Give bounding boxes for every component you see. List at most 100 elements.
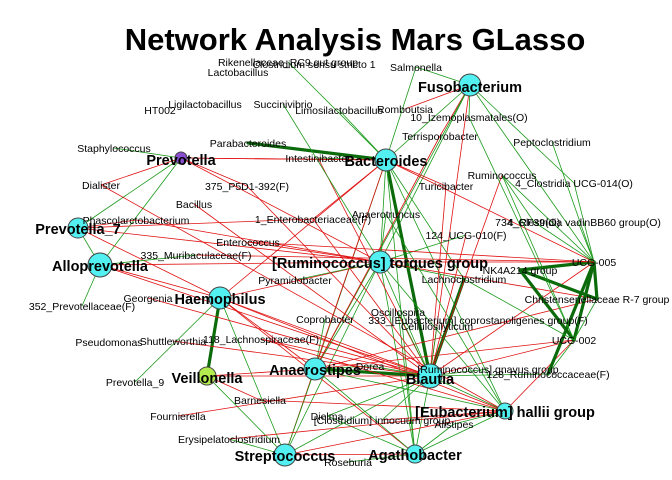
- edge-prevotella-p5d1: [180, 157, 248, 187]
- edge-euba-ucg002: [504, 339, 575, 412]
- edge-agat-dielma: [326, 415, 416, 455]
- node-anae: [303, 357, 327, 381]
- edge-ucg005-nk4a214: [518, 260, 596, 272]
- taxon-label-alistipes: Alistipes: [434, 419, 473, 431]
- edge-prevotella-dialister: [100, 157, 182, 186]
- edge-anae-strep: [284, 368, 316, 456]
- node-label-prevotella: Prevotella: [146, 153, 216, 169]
- taxon-label-ucg014: 4_Clostridia UCG-014(O): [515, 178, 633, 190]
- edge-ucg002-christen: [573, 298, 598, 341]
- edge-prevotella-prev7: [77, 157, 182, 229]
- edge-bact-parabact: [246, 141, 388, 162]
- edge-rumi-ucg010: [379, 234, 467, 263]
- node-label-prev7: Prevotella_7: [35, 222, 120, 238]
- taxon-label-rumino: Ruminococcus: [468, 170, 537, 182]
- node-bact: [374, 148, 398, 172]
- edge-euba-alistipes: [453, 410, 506, 425]
- taxon-label-georgenia: Georgenia: [123, 293, 172, 305]
- edge-prevotella-rumi: [180, 157, 381, 263]
- node-rumi: [368, 250, 392, 274]
- edge-rumino-ucg002: [501, 174, 575, 341]
- taxon-label-salmonella: Salmonella: [390, 62, 442, 74]
- node-label-strep: Streptococcus: [235, 449, 336, 465]
- taxon-label-rikenellaceae: Rikenellaceae_RC9 gut group: [218, 57, 358, 69]
- taxon-label-p5d1: 375_P5D1-392(F): [205, 181, 289, 193]
- taxon-label-succinivibrio: Succinivibrio: [254, 99, 313, 111]
- edge-blau-ucg002: [429, 339, 575, 377]
- edge-prev7-haem: [77, 227, 221, 299]
- edge-lachnosp-blau: [260, 338, 431, 377]
- edge-ucg005-ucg002: [572, 260, 596, 342]
- edge-allo-rumi: [99, 261, 381, 266]
- node-label-anae: Anaerostipes: [269, 363, 361, 379]
- taxon-label-eub_copro: 333_[Eubacterium] coprostanoligenes grou…: [368, 315, 587, 327]
- taxon-label-lachnosp: 118_Lachnospiraceae(F): [203, 334, 319, 346]
- taxon-label-limosilacto: Limosilactobacillus: [295, 105, 383, 117]
- edge-strep-agat: [284, 453, 416, 456]
- taxon-label-erysipel: Erysipelatoclostridium: [178, 434, 280, 446]
- edge-fuso-ucg005: [469, 84, 595, 263]
- node-label-veil: Veillonella: [172, 371, 244, 387]
- taxon-label-coproba: Coprobacter: [296, 314, 354, 326]
- taxon-label-terrispo: Terrisporobacter: [402, 131, 478, 143]
- edge-pyramido-rumi: [294, 261, 381, 281]
- label-layer: Fusobacterium Bacteroides Prevotella Prevot…: [29, 57, 670, 469]
- taxon-label-rf39: 4_RF39(O): [508, 217, 561, 229]
- node-strep: [273, 443, 297, 467]
- node-veil: [197, 366, 217, 386]
- node-layer: [67, 73, 514, 467]
- edge-muribac-ucg005: [195, 254, 595, 263]
- taxon-label-clos_inn: [Clostridium] innocuum group: [314, 415, 451, 427]
- edge-peptoclo-ucg005: [551, 141, 595, 263]
- edge-veil-barnes: [206, 375, 261, 401]
- taxon-label-prev9: Prevotella_9: [106, 377, 165, 389]
- edge-agat-roseburia: [347, 453, 416, 463]
- taxon-label-dorea: Dorea: [356, 361, 385, 373]
- edge-izemo-ucg002: [468, 116, 575, 341]
- taxon-label-staph: Staphylococcus: [77, 143, 151, 155]
- taxon-label-pseudomon: Pseudomonas: [75, 337, 142, 349]
- edge-allo-muribac: [99, 254, 197, 266]
- taxon-label-ligilacto: Ligilactobacillus: [168, 99, 242, 111]
- node-blau: [417, 363, 443, 389]
- taxon-label-lachnoclo: Lachnoclostridium: [422, 274, 507, 286]
- taxon-label-roseburia: Roseburia: [324, 457, 372, 469]
- node-allo: [87, 252, 113, 278]
- edge-rumino-blau: [429, 174, 503, 377]
- edge-ucg005-rumino: [501, 174, 595, 263]
- edge-bact-agat: [385, 159, 416, 455]
- taxon-label-intestini: Intestinibacter: [285, 153, 351, 165]
- node-haem: [208, 286, 232, 310]
- edge-haem-euba: [219, 297, 506, 412]
- taxon-label-rum_gnav: [Ruminococcus] gnavus group: [417, 364, 558, 376]
- taxon-label-pyramido: Pyramidobacter: [258, 275, 332, 287]
- edge-erysipel-euba: [228, 410, 506, 440]
- taxon-label-prevcea: 352_Prevotellaceae(F): [29, 301, 135, 313]
- edge-allo-haem: [99, 264, 221, 299]
- taxon-label-muribac: 335_Muribaculaceae(F): [141, 250, 252, 262]
- edge-rumi-lachnoclo: [379, 261, 465, 280]
- edge-anae-ucg002: [314, 339, 575, 370]
- edge-fournier-blau: [177, 375, 431, 417]
- edge-rumi-agat: [379, 261, 416, 455]
- edge-veil-strep: [206, 375, 286, 456]
- node-label-euba: [Eubacterium] hallii group: [415, 405, 595, 421]
- edge-veil-anae: [206, 368, 316, 377]
- edge-anae-euba: [314, 368, 506, 412]
- edge-blau-strep: [284, 375, 431, 456]
- taxon-label-dielma: Dielma: [311, 411, 344, 423]
- edge-salmonella-bact: [385, 66, 417, 161]
- taxon-label-clostridium_ss: Clostridium sensu stricto 1: [252, 59, 375, 71]
- taxon-label-nk4a214: NK4A214 group: [483, 265, 558, 277]
- taxon-label-ucg005: UCG-005: [572, 257, 617, 269]
- edge-prevotella-bact: [180, 157, 387, 161]
- taxon-label-parabact: Parabacteroides: [210, 138, 286, 150]
- edge-oscillo-agat: [397, 311, 416, 455]
- edge-ucg005-christen: [592, 260, 599, 301]
- taxon-label-entero_f: 1_Enterobacteriaceae(F): [255, 214, 371, 226]
- edge-haem-strep: [219, 297, 286, 456]
- taxon-label-shuttle: Shuttleworthia: [140, 336, 207, 348]
- edge-enterococ-rumi: [247, 241, 381, 263]
- edge-euba-agat: [414, 410, 506, 455]
